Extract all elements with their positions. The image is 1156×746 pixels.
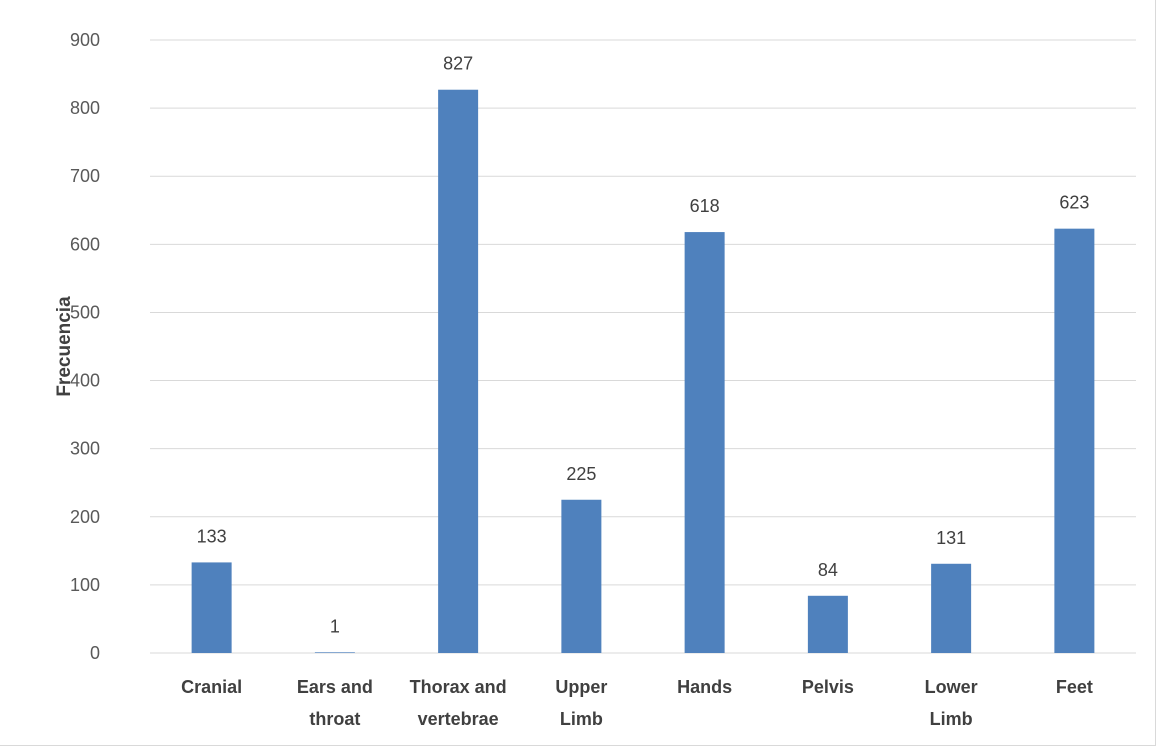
y-tick-label: 700 xyxy=(70,166,100,186)
data-label: 827 xyxy=(443,54,473,74)
bar xyxy=(1054,228,1095,653)
y-tick-label: 800 xyxy=(70,98,100,118)
bar xyxy=(807,595,848,653)
bars xyxy=(191,89,1095,653)
data-label: 131 xyxy=(936,528,966,548)
data-label: 225 xyxy=(566,464,596,484)
bar xyxy=(191,562,232,653)
y-tick-label: 0 xyxy=(90,643,100,663)
x-category-label: Upper xyxy=(555,677,607,697)
y-axis-tick-labels: 0 100 200 300 400 500 600 700 800 900 xyxy=(70,30,100,663)
bar xyxy=(314,652,355,653)
x-category-label: throat xyxy=(309,709,360,729)
y-tick-label: 400 xyxy=(70,371,100,391)
x-axis-category-labels: Cranial Ears and throat Thorax and vertebrae… xyxy=(181,677,1093,729)
bar xyxy=(684,232,725,653)
data-label: 1 xyxy=(330,616,340,636)
y-tick-label: 900 xyxy=(70,30,100,50)
x-category-label: Thorax and xyxy=(410,677,507,697)
x-category-label: Hands xyxy=(677,677,732,697)
x-category-label: Limb xyxy=(930,709,973,729)
y-tick-label: 600 xyxy=(70,234,100,254)
x-category-label: Ears and xyxy=(297,677,373,697)
data-label: 618 xyxy=(690,196,720,216)
data-label: 133 xyxy=(197,526,227,546)
bar xyxy=(561,499,602,653)
gridlines xyxy=(150,39,1136,654)
y-tick-label: 300 xyxy=(70,439,100,459)
bar xyxy=(438,89,479,653)
x-category-label: Lower xyxy=(925,677,978,697)
data-labels: 133 1 827 225 618 84 131 623 xyxy=(197,54,1090,637)
data-label: 84 xyxy=(818,560,838,580)
x-category-label: Feet xyxy=(1056,677,1093,697)
y-tick-label: 500 xyxy=(70,302,100,322)
bar xyxy=(931,563,972,653)
data-label: 623 xyxy=(1059,193,1089,213)
y-tick-label: 200 xyxy=(70,507,100,527)
y-axis-title: Frecuencia xyxy=(54,296,75,397)
x-category-label: Limb xyxy=(560,709,603,729)
x-category-label: Pelvis xyxy=(802,677,854,697)
x-category-label: Cranial xyxy=(181,677,242,697)
y-tick-label: 100 xyxy=(70,575,100,595)
x-category-label: vertebrae xyxy=(418,709,499,729)
